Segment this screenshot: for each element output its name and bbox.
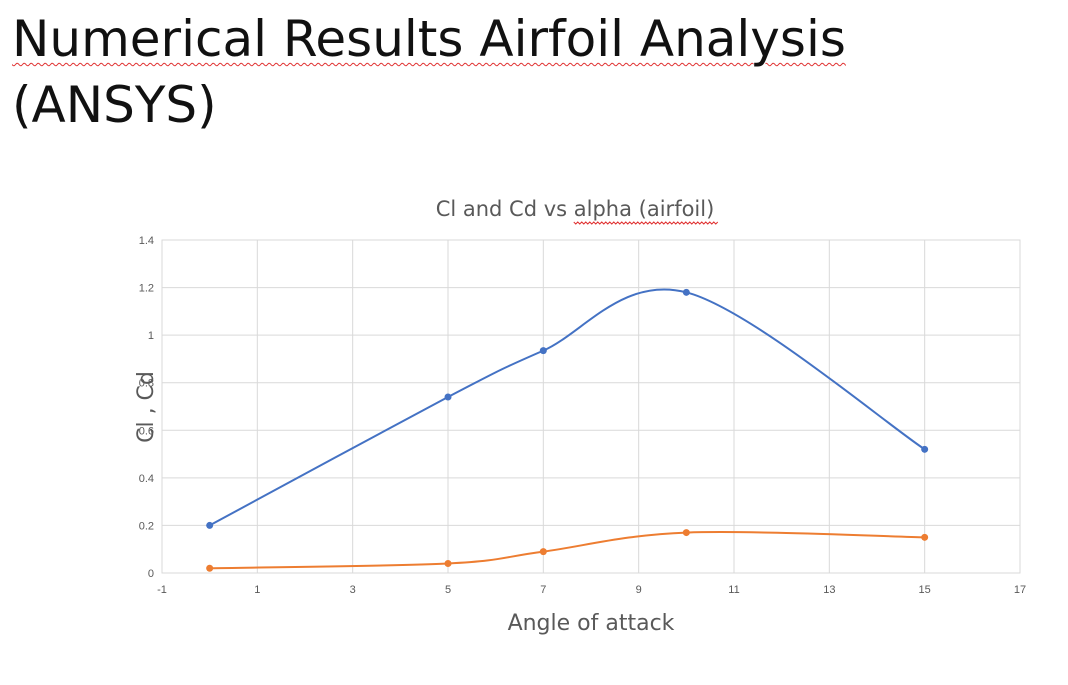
- y-tick-label: 1.2: [139, 283, 154, 295]
- series-line-1: [209, 288, 926, 527]
- slide-title-line-2: (ANSYS): [12, 76, 217, 134]
- x-tick-label: 1: [254, 584, 260, 596]
- chart-grid: [161, 239, 1021, 574]
- series-2-point: [444, 559, 452, 567]
- slide-title-line-1: Numerical Results Airfoil Analysis: [12, 10, 846, 68]
- x-tick-labels: -1 1 3 5 7 9 11 13 15 17: [157, 584, 1026, 596]
- x-tick-label: 17: [1014, 584, 1026, 596]
- y-tick-label: 0.8: [139, 378, 154, 390]
- slide-title: Numerical Results Airfoil Analysis (ANSY…: [12, 6, 1052, 138]
- series-1-point: [682, 288, 690, 296]
- y-tick-label: 0.4: [139, 473, 154, 485]
- series-1-point: [206, 521, 214, 529]
- y-tick-label: 1: [148, 330, 154, 342]
- x-axis-label: Angle of attack: [508, 611, 675, 636]
- x-tick-label: 5: [445, 584, 451, 596]
- chart-title: Cl and Cd vs alpha (airfoil): [436, 197, 715, 221]
- series-1-point: [444, 393, 452, 401]
- x-tick-label: 3: [350, 584, 356, 596]
- series-group: [206, 288, 929, 572]
- y-tick-label: 1.4: [139, 235, 154, 247]
- series-2-point: [539, 548, 547, 556]
- y-tick-label: 0.2: [139, 520, 154, 532]
- y-tick-label: 0: [148, 568, 154, 580]
- x-tick-label: -1: [157, 584, 167, 596]
- chart-title-spell-underline: [573, 221, 719, 225]
- y-tick-labels: 0 0.2 0.4 0.6 0.8 1 1.2 1.4: [139, 235, 154, 580]
- x-tick-label: 15: [919, 584, 931, 596]
- x-tick-label: 9: [636, 584, 642, 596]
- series-2-point: [921, 533, 929, 541]
- y-axis-label: Cl , Cd: [134, 371, 159, 443]
- series-2-point: [682, 529, 690, 537]
- series-line-2: [209, 531, 925, 570]
- x-tick-label: 13: [823, 584, 835, 596]
- x-tick-label: 7: [540, 584, 546, 596]
- series-1-point: [921, 445, 929, 453]
- plot-area-border: [161, 239, 1021, 574]
- series-2-point: [206, 564, 214, 572]
- y-tick-label: 0.6: [139, 425, 154, 437]
- series-1-point: [539, 347, 547, 355]
- x-tick-label: 11: [728, 584, 739, 596]
